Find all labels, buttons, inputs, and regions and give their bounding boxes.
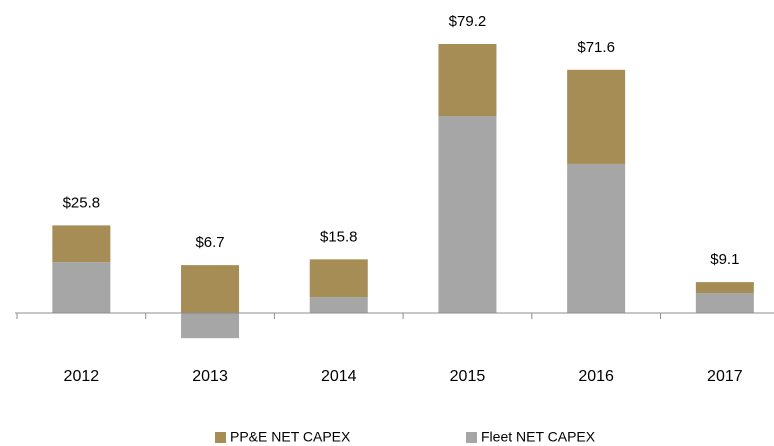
bar-segment: [181, 313, 240, 339]
x-tick-label: 2017: [707, 368, 743, 385]
legend-swatch: [215, 432, 226, 443]
bar-segment: [181, 265, 240, 314]
x-tick-label: 2012: [64, 368, 100, 385]
x-tick-label: 2014: [321, 368, 357, 385]
legend-label: Fleet NET CAPEX: [481, 429, 596, 445]
bar-segment: [309, 297, 368, 314]
legend-swatch: [466, 432, 477, 443]
bar-segment: [567, 69, 626, 164]
total-label: $6.7: [195, 234, 224, 251]
bar-segment: [309, 259, 368, 298]
bar-segment: [52, 225, 111, 263]
legend: PP&E NET CAPEX Fleet NET CAPEX: [215, 429, 596, 445]
bar-segment: [567, 163, 626, 314]
total-label: $79.2: [449, 13, 487, 30]
total-label: $9.1: [710, 251, 739, 268]
total-label: $25.8: [63, 194, 101, 211]
bar-segment: [52, 262, 111, 314]
bar-segment: [438, 116, 497, 314]
x-tick-label: 2015: [450, 368, 486, 385]
legend-label: PP&E NET CAPEX: [230, 429, 351, 445]
x-tick-label: 2013: [192, 368, 228, 385]
total-label: $71.6: [577, 39, 615, 56]
bar-segment: [438, 44, 497, 117]
x-tick-label: 2016: [578, 368, 614, 385]
bar-segment: [695, 292, 754, 314]
bar-segment: [695, 282, 754, 293]
total-label: $15.8: [320, 228, 358, 245]
